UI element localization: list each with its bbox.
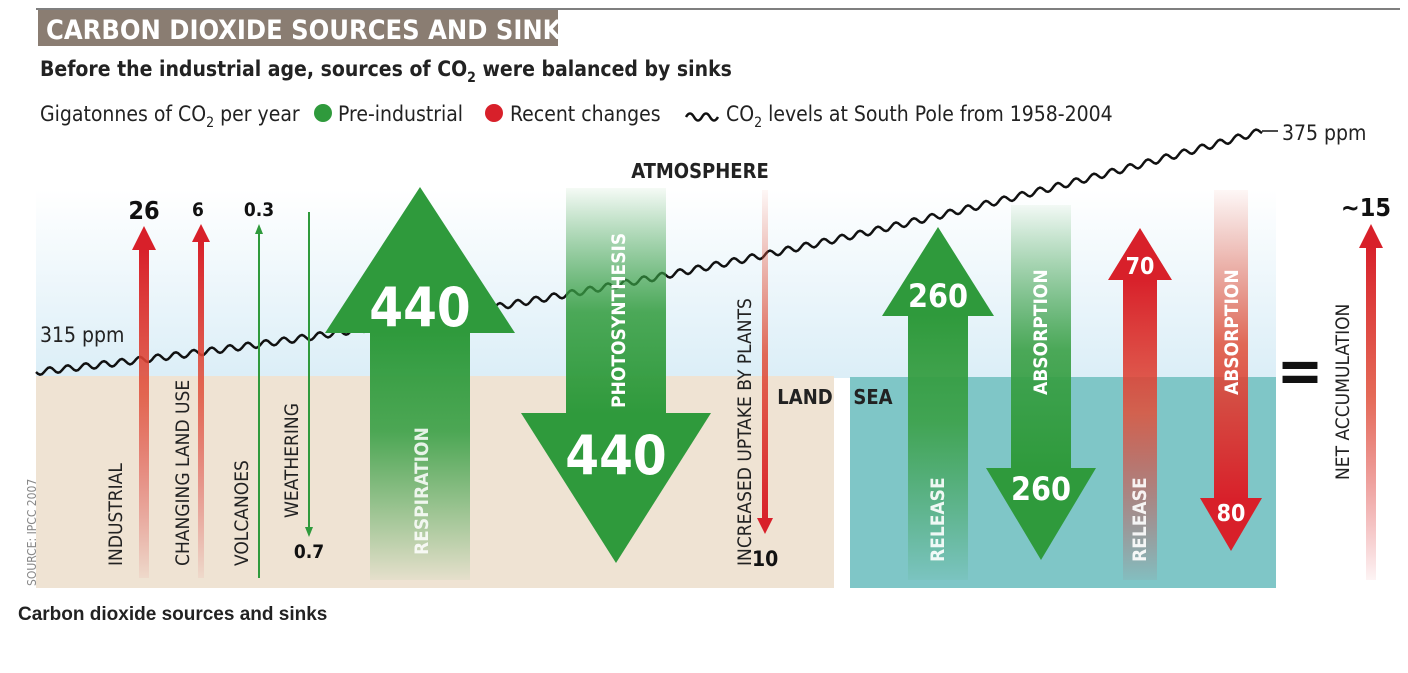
recent-absorption-value: 80 <box>1217 501 1246 527</box>
co2-sources-sinks-infographic: CARBON DIOXIDE SOURCES AND SINKS Before … <box>25 8 1400 588</box>
recent-release-flow-arrow <box>1108 228 1172 580</box>
weathering-value: 0.7 <box>294 541 324 563</box>
industrial-value: 26 <box>128 196 159 225</box>
respiration-flow-arrow <box>325 187 515 580</box>
sea-absorption-flow-arrow <box>986 205 1096 560</box>
land-label: LAND <box>777 385 832 409</box>
recent-release-label: RELEASE <box>1129 477 1151 562</box>
co2-end-label: 375 ppm <box>1282 121 1366 145</box>
recent-absorption-label: ABSORPTION <box>1221 269 1243 395</box>
industrial-label: INDUSTRIAL <box>105 463 127 566</box>
net-accumulation-value: ~15 <box>1341 193 1391 222</box>
figure-caption: Carbon dioxide sources and sinks <box>18 604 328 625</box>
legend-co2-levels: CO2 levels at South Pole from 1958-2004 <box>726 102 1113 131</box>
weathering-label: WEATHERING <box>281 403 303 518</box>
net-accumulation-flow-arrow <box>1359 224 1383 580</box>
recent-release-value: 70 <box>1126 254 1155 280</box>
legend-pre-industrial: Pre-industrial <box>338 102 463 126</box>
weathering-flow-arrow <box>305 212 313 537</box>
net-accumulation-label: NET ACCUMULATION <box>1332 304 1354 480</box>
increased-uptake-value: 10 <box>752 547 778 571</box>
changing-land-use-label: CHANGING LAND USE <box>172 380 194 566</box>
equals-sign: = <box>1277 334 1324 407</box>
sea-absorption-label: ABSORPTION <box>1030 269 1052 395</box>
subtitle: Before the industrial age, sources of CO… <box>40 57 732 86</box>
legend-green-dot <box>314 104 332 122</box>
sea-release-flow-arrow <box>882 227 994 580</box>
industrial-flow-arrow <box>132 226 156 578</box>
respiration-value: 440 <box>369 276 470 339</box>
legend-units: Gigatonnes of CO2 per year <box>40 102 300 131</box>
volcanoes-label: VOLCANOES <box>231 460 253 566</box>
photosynthesis-label: PHOTOSYNTHESIS <box>608 233 630 408</box>
legend-wave-icon <box>684 112 720 122</box>
sea-release-label: RELEASE <box>927 477 949 562</box>
source-credit: SOURCE: IPCC 2007 <box>25 479 39 586</box>
recent-absorption-flow-arrow <box>1200 190 1262 551</box>
respiration-label: RESPIRATION <box>411 427 433 555</box>
volcanoes-flow-arrow <box>255 224 263 578</box>
increased-uptake-flow-arrow <box>757 190 773 534</box>
sea-absorption-value: 260 <box>1011 470 1071 508</box>
photosynthesis-flow-arrow <box>521 188 711 563</box>
sea-label: SEA <box>853 385 892 409</box>
increased-uptake-label: INCREASED UPTAKE BY PLANTS <box>734 298 756 566</box>
changing-land-use-flow-arrow <box>192 224 210 578</box>
legend-red-dot <box>485 104 503 122</box>
legend-recent-changes: Recent changes <box>510 102 661 126</box>
title-text: CARBON DIOXIDE SOURCES AND SINKS <box>46 15 579 46</box>
co2-start-label: 315 ppm <box>40 323 124 347</box>
volcanoes-value: 0.3 <box>244 199 274 221</box>
title-banner <box>38 10 558 46</box>
atmosphere-label: ATMOSPHERE <box>631 159 769 183</box>
photosynthesis-value: 440 <box>565 424 666 487</box>
changing-land-use-value: 6 <box>192 199 204 221</box>
sea-release-value: 260 <box>908 277 968 315</box>
